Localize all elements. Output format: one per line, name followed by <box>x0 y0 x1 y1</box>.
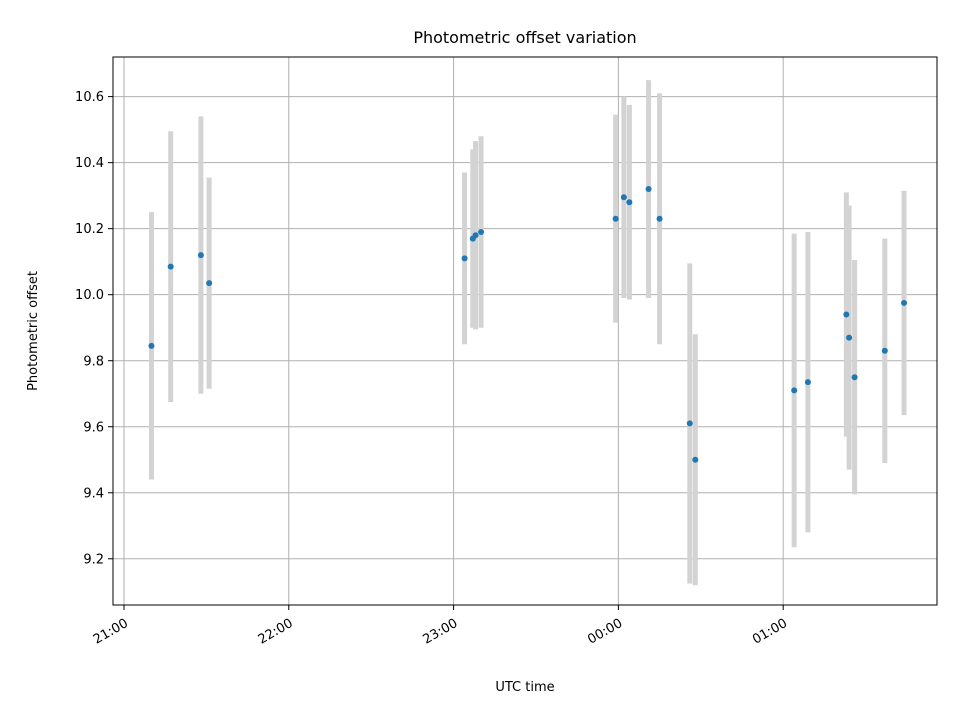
data-point <box>645 186 652 193</box>
y-tick-label: 10.2 <box>75 222 104 237</box>
data-point <box>804 379 811 386</box>
data-point <box>791 387 798 394</box>
x-tick-label: 21:00 <box>91 616 131 648</box>
data-point <box>197 252 204 259</box>
data-point <box>656 215 663 222</box>
data-point <box>881 347 888 354</box>
y-tick-label: 9.8 <box>83 354 104 369</box>
data-point <box>620 194 627 201</box>
grid <box>113 57 937 605</box>
data-points <box>148 186 908 463</box>
data-point <box>612 215 619 222</box>
y-tick-label: 10.4 <box>75 156 104 171</box>
plot-frame <box>112 56 938 606</box>
data-point <box>686 420 693 427</box>
y-axis-ticks: 9.2 9.4 9.6 9.8 10.0 10.2 10.4 10.6 <box>75 90 113 567</box>
data-point <box>461 255 468 262</box>
data-point <box>901 299 908 306</box>
x-axis-ticks: 21:00 22:00 23:00 00:00 01:00 <box>91 605 790 648</box>
error-bars <box>148 80 907 586</box>
data-point <box>692 456 699 463</box>
data-point <box>167 263 174 270</box>
data-point <box>472 232 479 239</box>
y-tick-label: 10.6 <box>75 90 104 105</box>
y-tick-label: 9.2 <box>83 552 104 567</box>
data-point <box>478 228 485 235</box>
y-axis-label: Photometric offset <box>26 271 41 391</box>
y-tick-label: 9.4 <box>83 486 104 501</box>
x-tick-label: 00:00 <box>585 616 625 648</box>
data-point <box>148 342 155 349</box>
x-tick-label: 23:00 <box>421 616 461 648</box>
data-point <box>843 311 850 318</box>
x-tick-label: 01:00 <box>750 616 790 648</box>
y-tick-label: 9.6 <box>83 420 104 435</box>
x-tick-label: 22:00 <box>256 616 296 648</box>
x-axis-label: UTC time <box>495 680 554 695</box>
data-point <box>206 280 213 287</box>
y-tick-label: 10.0 <box>75 288 104 303</box>
chart-title: Photometric offset variation <box>413 28 636 47</box>
data-point <box>851 374 858 381</box>
data-point <box>626 199 633 206</box>
data-point <box>846 334 853 341</box>
